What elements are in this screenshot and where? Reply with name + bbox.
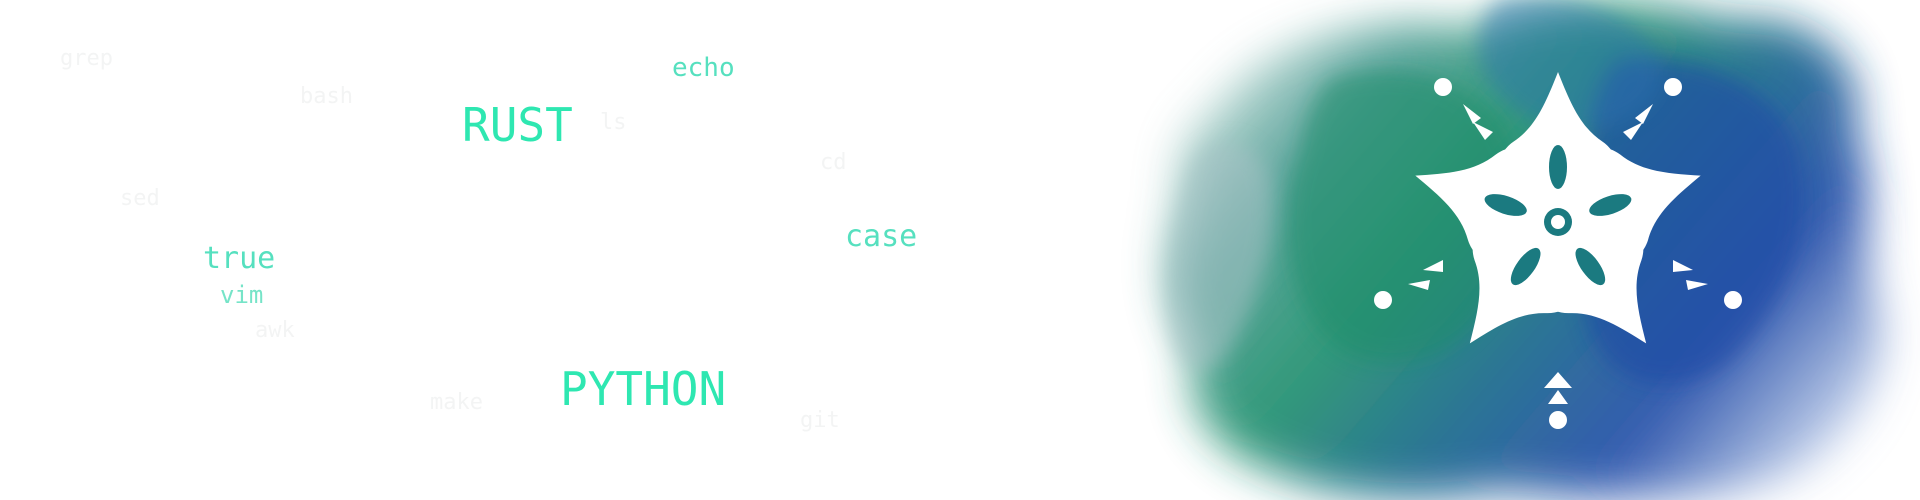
keyword-python: PYTHON bbox=[560, 362, 727, 416]
faint-word: awk bbox=[255, 318, 295, 343]
faint-word: ls bbox=[600, 110, 627, 135]
keyword-vim: vim bbox=[220, 281, 264, 309]
keyword-true: true bbox=[203, 241, 276, 276]
keyword-echo: echo bbox=[672, 53, 735, 83]
faint-word: grep bbox=[60, 46, 113, 71]
keyword-rust: RUST bbox=[462, 98, 573, 152]
white-floral-star-icon bbox=[1374, 72, 1742, 429]
faint-word: make bbox=[430, 390, 483, 415]
keyword-case: case bbox=[845, 219, 918, 254]
faint-word: sed bbox=[120, 186, 160, 211]
faint-word: git bbox=[800, 408, 840, 433]
faint-word: bash bbox=[300, 84, 353, 109]
faint-word: cd bbox=[820, 150, 847, 175]
